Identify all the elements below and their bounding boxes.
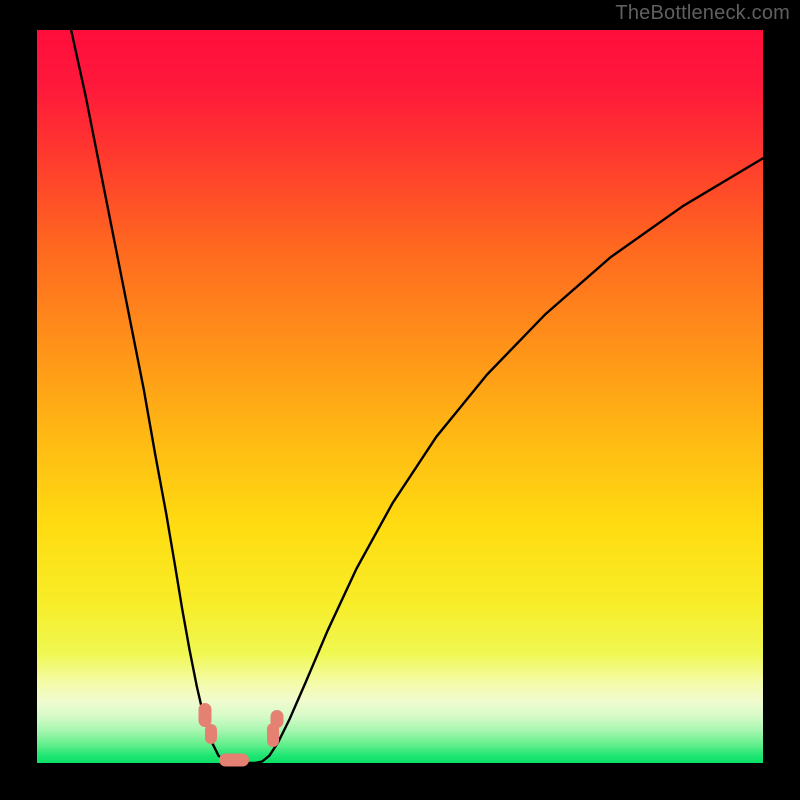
watermark-text: TheBottleneck.com xyxy=(615,2,790,25)
chart-plot-area xyxy=(37,30,763,763)
right-curve xyxy=(255,158,763,763)
left-curve xyxy=(71,30,255,763)
curve-layer xyxy=(37,30,763,763)
bottleneck-marker-2 xyxy=(219,754,249,767)
bottleneck-marker-1 xyxy=(205,724,217,744)
bottleneck-marker-4 xyxy=(270,710,283,728)
